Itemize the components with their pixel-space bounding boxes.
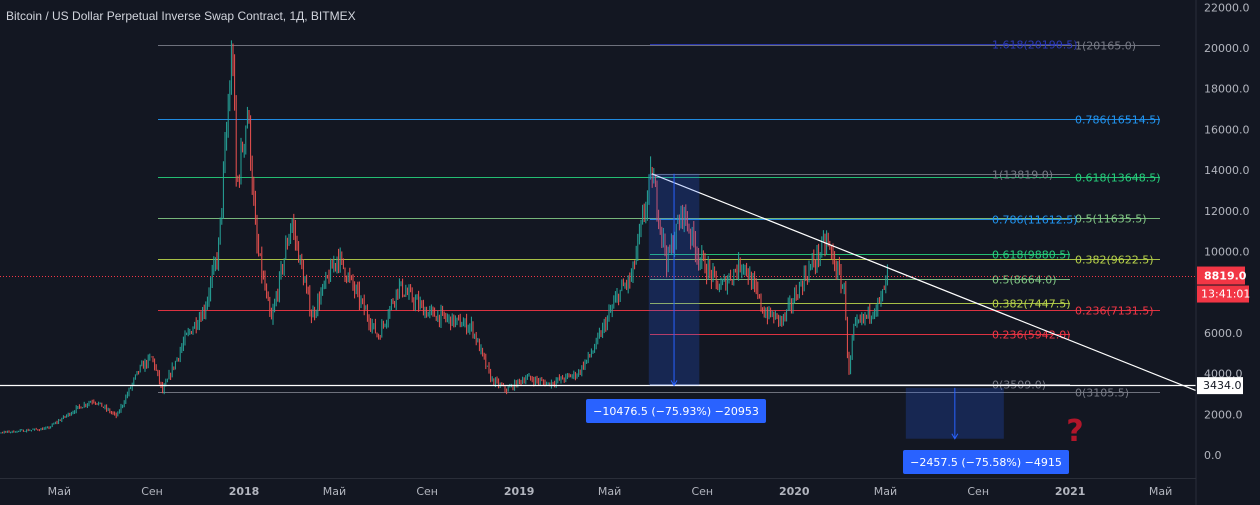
measure-arrow-head xyxy=(670,380,678,387)
fib-level-label: 0.786(11612.5) xyxy=(992,214,1078,227)
price-tick-label: 6000.0 xyxy=(1204,327,1243,340)
measure-label: −2457.5 (−75.58%) −4915 xyxy=(910,456,1062,469)
fib-level-label: 0.5(11635.5) xyxy=(1075,213,1147,226)
price-tick-label: 10000.0 xyxy=(1204,246,1250,259)
time-tick-label: 2018 xyxy=(229,485,260,498)
descending-trendline xyxy=(651,173,1197,392)
candles xyxy=(0,40,888,434)
fib-level-label: 1(20165.0) xyxy=(1075,40,1136,53)
countdown-badge xyxy=(1197,285,1249,303)
fib-level-label: 0.618(13648.5) xyxy=(1075,172,1161,185)
price-axis-background xyxy=(1196,0,1260,505)
measure-label-box xyxy=(586,399,766,423)
time-tick-label: Май xyxy=(48,485,71,498)
measure-label: −10476.5 (−75.93%) −20953 xyxy=(593,405,759,418)
drawings: −10476.5 (−75.93%) −20953 −2457.5 (−75.58… xyxy=(0,173,1197,474)
fib-level-label: 0.382(7447.5) xyxy=(992,298,1071,311)
time-tick-label: 2021 xyxy=(1055,485,1086,498)
price-tick-label: 12000.0 xyxy=(1204,205,1250,218)
countdown-label: 13:41:01 xyxy=(1201,288,1250,301)
last-price-label: 8819.0 xyxy=(1204,270,1247,283)
time-tick-label: Сен xyxy=(141,485,163,498)
support-price-label: 3434.0 xyxy=(1203,379,1242,392)
fib-level-label: 0.786(16514.5) xyxy=(1075,114,1161,127)
price-tick-label: 22000.0 xyxy=(1204,1,1250,14)
price-tick-label: 14000.0 xyxy=(1204,164,1250,177)
fib-level-label: 0.618(9880.5) xyxy=(992,249,1071,262)
fib-level-label: 0.5(8664.0) xyxy=(992,274,1057,287)
measure-arrow-head xyxy=(951,433,959,440)
measure-label-box xyxy=(903,450,1069,474)
time-tick-label: Сен xyxy=(691,485,713,498)
price-tick-label: 18000.0 xyxy=(1204,83,1250,96)
time-tick-label: Сен xyxy=(416,485,438,498)
chart-title: Bitcoin / US Dollar Perpetual Inverse Sw… xyxy=(6,9,356,23)
time-tick-label: 2020 xyxy=(779,485,810,498)
fib-level-label: 0.236(7131.5) xyxy=(1075,305,1154,318)
fib-level-label: 1.618(20190.5) xyxy=(992,39,1078,52)
fib-level-label: 0.382(9622.5) xyxy=(1075,254,1154,267)
time-tick-label: 2019 xyxy=(504,485,535,498)
time-tick-label: Май xyxy=(1149,485,1172,498)
fib-level-label: 1(13819.0) xyxy=(992,169,1053,182)
time-axis: Май Сен 2018 Май Сен 2019 Май Сен 2020 Май Сен 2021… xyxy=(48,485,1173,498)
last-price-badge xyxy=(1197,266,1245,285)
price-tick-label: 2000.0 xyxy=(1204,408,1243,421)
support-price-badge xyxy=(1197,377,1243,395)
time-tick-label: Май xyxy=(598,485,621,498)
time-tick-label: Май xyxy=(323,485,346,498)
time-tick-label: Сен xyxy=(967,485,989,498)
price-tick-label: 16000.0 xyxy=(1204,123,1250,136)
time-tick-label: Май xyxy=(874,485,897,498)
price-tick-label: 20000.0 xyxy=(1204,42,1250,55)
fib-level-label: 0.236(5942.0) xyxy=(992,329,1071,342)
price-tick-label: 0.0 xyxy=(1204,449,1222,462)
fib-level-label: 0(3105.5) xyxy=(1075,387,1129,400)
question-mark: ? xyxy=(1066,414,1083,449)
price-badges: 8819.0 13:41:01 3434.0 xyxy=(1197,266,1250,395)
